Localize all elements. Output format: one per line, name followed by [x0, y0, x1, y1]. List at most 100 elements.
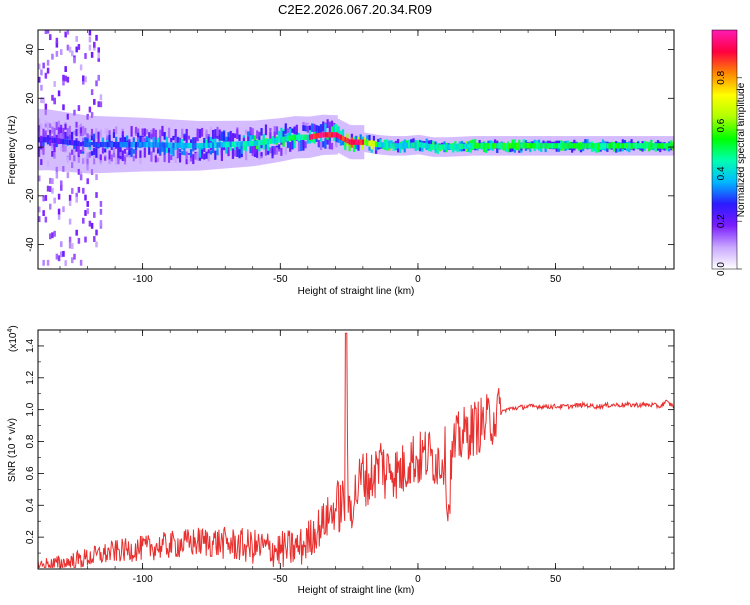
heatmap-cell	[95, 229, 98, 236]
heatmap-cell	[256, 130, 259, 139]
heatmap-cell	[469, 143, 473, 149]
heatmap-cell	[212, 144, 215, 154]
heatmap-cell	[73, 155, 76, 162]
heatmap-cell	[308, 134, 312, 140]
heatmap-cell	[256, 140, 259, 146]
heatmap-cell	[99, 141, 103, 148]
heatmap-cell	[181, 142, 184, 149]
heatmap-cell	[51, 178, 54, 185]
heatmap-cell	[119, 152, 123, 157]
heatmap-cell	[38, 130, 41, 139]
heatmap-cell	[115, 126, 118, 135]
heatmap-cell	[174, 128, 178, 138]
heatmap-cell	[317, 125, 321, 131]
heatmap-cell	[238, 146, 242, 152]
heatmap-cell	[156, 149, 160, 154]
spectrogram-ytick-label: 0	[25, 144, 36, 150]
heatmap-cell	[62, 206, 65, 213]
snr-xtick-label: -100	[133, 574, 153, 585]
heatmap-cell	[480, 143, 484, 149]
heatmap-cell	[264, 124, 268, 136]
heatmap-cell	[90, 222, 94, 229]
heatmap-cell	[456, 143, 460, 150]
heatmap-cell	[86, 178, 89, 185]
heatmap-cell	[214, 129, 217, 139]
heatmap-cell	[145, 136, 149, 145]
heatmap-cell	[141, 128, 145, 136]
heatmap-cell	[322, 132, 325, 138]
heatmap-cell	[88, 106, 92, 113]
heatmap-cell	[282, 136, 286, 143]
heatmap-cell	[615, 143, 618, 149]
heatmap-cell	[62, 104, 65, 111]
heatmap-cell	[62, 165, 65, 172]
heatmap-cell	[421, 142, 424, 148]
heatmap-cell	[465, 143, 468, 149]
heatmap-cell	[240, 142, 244, 152]
heatmap-cell	[139, 135, 142, 143]
heatmap-cell	[200, 154, 204, 159]
heatmap-cell	[123, 148, 127, 154]
heatmap-cell	[84, 127, 87, 134]
heatmap-cell	[326, 136, 330, 145]
spectrogram-panel: -100 -50 0 50 40 20 0 -20 -40 Height of straight…	[7, 29, 675, 297]
heatmap-cell	[474, 143, 477, 149]
heatmap-cell	[304, 134, 308, 140]
heatmap-cell	[90, 51, 94, 58]
heatmap-cell	[99, 129, 103, 138]
heatmap-cell	[53, 230, 56, 237]
heatmap-cell	[57, 90, 61, 97]
heatmap-cell	[42, 210, 45, 217]
heatmap-cell	[53, 143, 57, 153]
heatmap-cell	[42, 154, 46, 159]
heatmap-cell	[412, 142, 416, 148]
heatmap-cell	[280, 147, 283, 156]
heatmap-cell	[293, 126, 297, 135]
heatmap-cell	[163, 146, 167, 157]
heatmap-cell	[189, 142, 193, 149]
heatmap-cell	[317, 132, 321, 139]
heatmap-cell	[112, 148, 116, 158]
heatmap-cell	[57, 120, 61, 128]
heatmap-cell	[82, 158, 85, 165]
heatmap-cell	[628, 143, 631, 149]
svg-text:(x104): (x104)	[7, 325, 19, 352]
heatmap-cell	[460, 143, 464, 150]
heatmap-cell	[339, 138, 343, 146]
heatmap-cell	[49, 203, 52, 210]
heatmap-cell	[467, 143, 471, 149]
heatmap-cell	[267, 138, 270, 145]
heatmap-cell	[86, 208, 89, 215]
heatmap-cell	[88, 36, 92, 43]
heatmap-cell	[97, 74, 100, 81]
heatmap-cell	[57, 127, 61, 136]
heatmap-cell	[178, 152, 182, 163]
colorbar-tick-label: 0.4	[716, 166, 727, 180]
heatmap-cell	[71, 243, 74, 249]
heatmap-cell	[64, 132, 68, 138]
heatmap-cell	[487, 143, 490, 149]
heatmap-cell	[38, 63, 41, 70]
heatmap-cell	[95, 192, 98, 198]
heatmap-cell	[121, 131, 125, 137]
heatmap-cell	[73, 144, 76, 151]
heatmap-cell	[187, 142, 191, 149]
heatmap-cell	[269, 138, 272, 144]
heatmap-cell	[256, 151, 259, 158]
colorbar-tick-label: 0.8	[716, 70, 727, 84]
heatmap-cell	[97, 148, 101, 159]
heatmap-cell	[42, 145, 46, 152]
heatmap-cell	[643, 143, 647, 149]
heatmap-cell	[64, 66, 67, 73]
heatmap-cell	[108, 134, 112, 144]
heatmap-cell	[333, 124, 336, 134]
heatmap-cell	[49, 233, 52, 240]
snr-frame	[37, 329, 675, 570]
heatmap-cell	[264, 141, 268, 149]
heatmap-cell	[236, 146, 239, 157]
heatmap-cell	[471, 143, 475, 149]
heatmap-cell	[183, 142, 186, 149]
heatmap-cell	[566, 143, 570, 149]
heatmap-cell	[53, 152, 56, 159]
heatmap-cell	[308, 129, 312, 137]
